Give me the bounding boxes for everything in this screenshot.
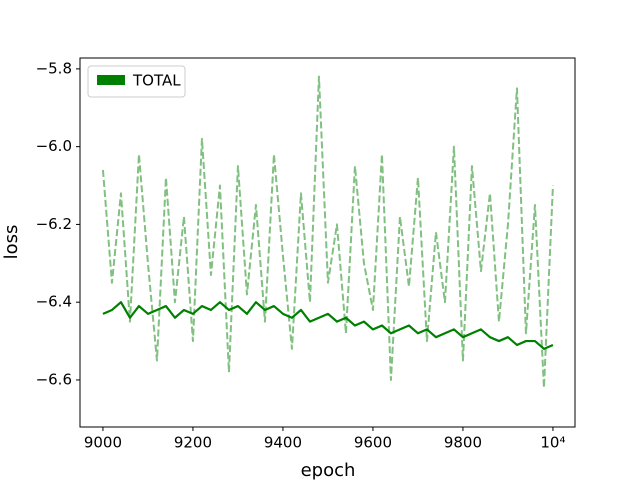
y-tick-label: −6.0: [36, 137, 72, 155]
series-line: [102, 301, 554, 350]
series-line: [101, 75, 554, 389]
y-tick-label: −6.6: [36, 370, 72, 388]
x-axis-label: epoch: [301, 460, 356, 480]
x-tick-label: 9800: [444, 434, 482, 452]
x-tick-label: 9400: [264, 434, 302, 452]
y-tick-label: −5.8: [36, 59, 72, 77]
x-tick-label: 9000: [84, 434, 122, 452]
legend-box: [87, 65, 186, 98]
x-tick-label: 10⁴: [540, 434, 565, 452]
y-tick-label: −6.2: [36, 215, 72, 233]
plot-frame: [79, 57, 576, 428]
x-tick-label: 9600: [354, 434, 392, 452]
legend-label: TOTAL: [132, 72, 181, 90]
x-tick-label: 9200: [174, 434, 212, 452]
legend-swatch: [97, 75, 125, 85]
y-axis-label: loss: [1, 225, 22, 260]
y-tick-label: −6.4: [36, 293, 72, 311]
